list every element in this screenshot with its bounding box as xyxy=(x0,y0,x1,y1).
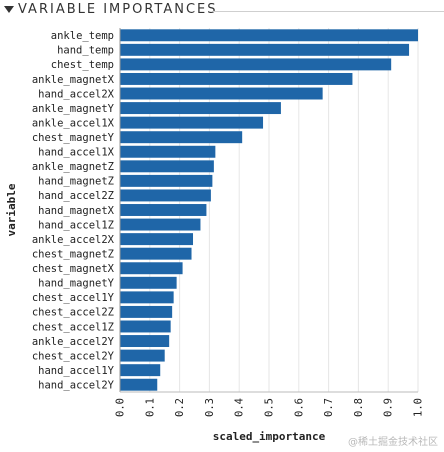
bars xyxy=(120,29,418,391)
bar xyxy=(120,291,174,304)
x-axis-title: scaled_importance xyxy=(213,430,326,443)
x-tick-label: 0.2 xyxy=(174,398,186,417)
y-tick-label: hand_magnetX xyxy=(38,205,115,217)
bar xyxy=(120,160,214,173)
bar xyxy=(120,305,173,318)
bar xyxy=(120,72,353,85)
bar xyxy=(120,189,211,202)
bar xyxy=(120,102,281,115)
x-tick-label: 0.4 xyxy=(234,398,246,417)
x-tick-label: 0.8 xyxy=(353,398,365,417)
y-tick-label: ankle_accel2X xyxy=(32,234,115,246)
y-tick-label: chest_magnetX xyxy=(32,263,115,275)
section-title: VARIABLE IMPORTANCES xyxy=(18,2,218,17)
bar xyxy=(120,247,192,260)
y-tick-label: hand_accel1Z xyxy=(38,219,114,231)
watermark: @稀土掘金技术社区 xyxy=(348,437,438,448)
bar xyxy=(120,87,323,100)
bar xyxy=(120,58,392,71)
y-tick-labels: ankle_temp hand_temp chest_temp ankle_magne… xyxy=(32,30,115,391)
y-tick-label: chest_accel1Z xyxy=(32,321,114,333)
y-tick-label: ankle_accel2Y xyxy=(32,336,115,348)
bar xyxy=(120,233,194,246)
y-tick-label: hand_accel2Z xyxy=(38,190,114,202)
bar xyxy=(120,320,171,333)
x-tick-label: 0.6 xyxy=(293,398,305,417)
bar xyxy=(120,218,201,231)
bar xyxy=(120,262,183,275)
y-tick-label: ankle_magnetY xyxy=(32,103,115,115)
x-tick-labels: 0.0 0.1 0.2 0.3 0.4 0.5 0.6 0.7 0.8 0.9 1.0 xyxy=(115,398,425,417)
header-divider xyxy=(213,11,444,12)
y-tick-label: hand_magnetY xyxy=(38,278,115,290)
y-tick-label: hand_accel1X xyxy=(38,147,115,159)
y-tick-label: hand_temp xyxy=(57,45,114,57)
y-tick-label: ankle_temp xyxy=(51,30,114,42)
section-header[interactable]: VARIABLE IMPORTANCES xyxy=(0,0,444,24)
bar xyxy=(120,335,170,348)
bar xyxy=(120,145,216,158)
y-tick-label: chest_temp xyxy=(51,59,114,71)
y-tick-label: hand_accel2Y xyxy=(38,380,115,392)
bar xyxy=(120,174,213,187)
x-tick-label: 0.3 xyxy=(204,398,216,417)
bar xyxy=(120,116,264,129)
collapse-caret-icon[interactable] xyxy=(4,6,14,13)
bar xyxy=(120,43,410,56)
x-tick-label: 0.9 xyxy=(383,398,395,417)
bar xyxy=(120,349,165,362)
y-tick-label: hand_accel2X xyxy=(38,88,115,100)
y-tick-label: hand_accel1Y xyxy=(38,365,115,377)
y-tick-label: ankle_magnetX xyxy=(32,74,115,86)
x-tick-label: 0.7 xyxy=(323,398,335,417)
y-tick-label: chest_magnetZ xyxy=(32,248,114,260)
bar xyxy=(120,364,161,377)
y-tick-label: chest_accel2Z xyxy=(32,307,114,319)
y-tick-label: ankle_accel1X xyxy=(32,117,115,129)
y-axis-title: variable xyxy=(5,183,18,236)
bar xyxy=(120,131,243,144)
bar xyxy=(120,276,177,289)
y-tick-label: hand_magnetZ xyxy=(38,176,114,188)
x-tick-label: 0.5 xyxy=(264,398,276,417)
y-tick-label: chest_accel2Y xyxy=(32,350,115,362)
y-tick-label: chest_accel1Y xyxy=(32,292,115,304)
x-tick-label: 1.0 xyxy=(413,398,425,417)
bar xyxy=(120,378,158,391)
x-tick-label: 0.1 xyxy=(144,398,156,417)
x-tick-label: 0.0 xyxy=(115,398,127,417)
y-tick-label: ankle_magnetZ xyxy=(32,161,114,173)
bar xyxy=(120,204,207,216)
y-tick-label: chest_magnetY xyxy=(32,132,115,144)
bar xyxy=(120,29,418,42)
